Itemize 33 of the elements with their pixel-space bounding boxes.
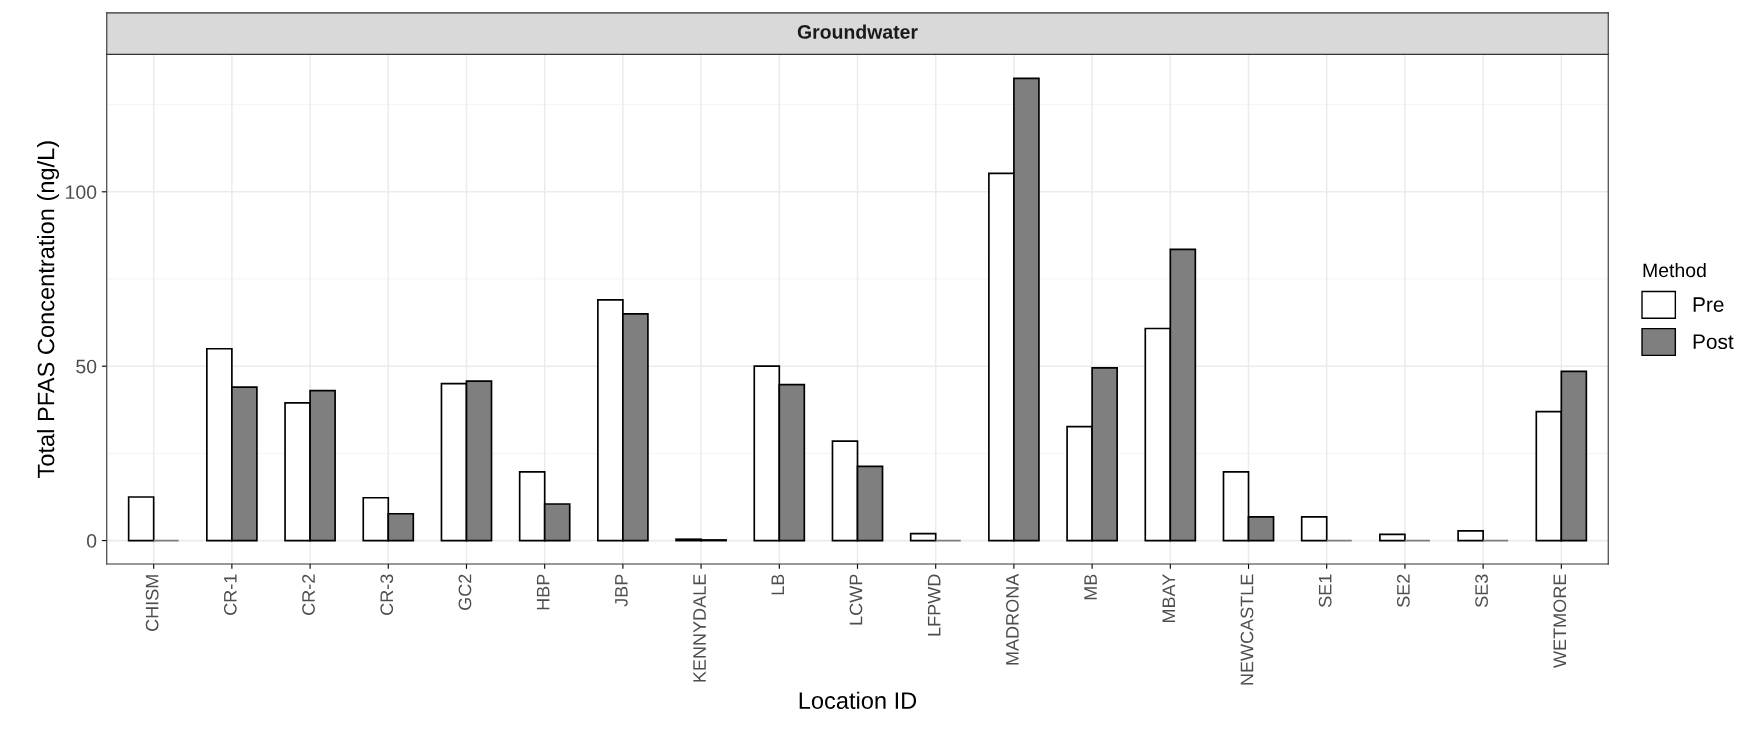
x-tick-label: LB (771, 574, 784, 595)
x-tick-label: MADRONA (1005, 573, 1019, 665)
legend-label: Pre (1693, 297, 1724, 312)
x-tick-label: MBAY (1162, 574, 1175, 623)
x-tick-label: SE1 (1318, 574, 1332, 608)
bar (1457, 530, 1484, 542)
x-tick-label: LCWP (849, 574, 863, 625)
y-tick-label: 100 (66, 185, 97, 200)
x-tick-label: HBP (536, 574, 550, 610)
x-tick-label: CR-2 (302, 574, 315, 615)
x-tick-label: NEWCASTLE (1240, 574, 1254, 685)
x-tick-label: GC2 (458, 574, 472, 610)
bar (127, 496, 155, 542)
x-tick-label: CHISM (145, 575, 159, 631)
y-axis-title: Total PFAS Concentration (ng/L) (37, 141, 60, 478)
chart-title: Groundwater (797, 24, 918, 39)
x-tick-label: CR-3 (380, 574, 394, 615)
x-tick-label: SE2 (1396, 574, 1410, 608)
x-tick-label: WETMORE (1553, 574, 1567, 668)
x-tick-label: LFPWD (927, 574, 941, 636)
x-axis-title: Location ID (799, 691, 917, 709)
x-tick-label: CR-1 (223, 574, 237, 615)
bar (1379, 533, 1406, 542)
y-tick-label: 50 (76, 359, 97, 374)
y-tick-label: 0 (86, 534, 97, 548)
bar (1300, 516, 1328, 542)
bar (909, 532, 937, 542)
x-tick-label: SE3 (1475, 574, 1488, 608)
x-tick-label: JBP (615, 574, 628, 607)
x-tick-label: KENNYDALE (693, 574, 706, 682)
legend-title: Method (1643, 262, 1706, 278)
legend-label: Post (1693, 334, 1734, 350)
x-tick-label: MB (1084, 574, 1097, 600)
